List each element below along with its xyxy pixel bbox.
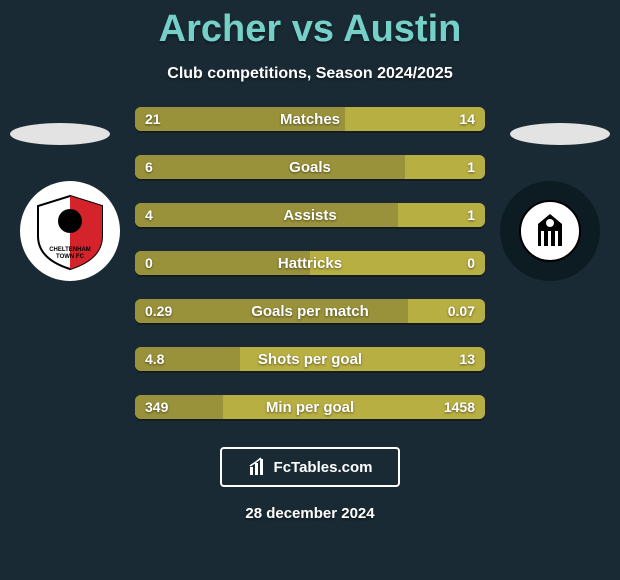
fctables-badge[interactable]: FcTables.com (220, 447, 400, 487)
right-player-silhouette (510, 123, 610, 145)
bar-row: 21 Matches 14 (135, 107, 485, 131)
bar-label: Shots per goal (258, 351, 362, 368)
bar-row: 349 Min per goal 1458 (135, 395, 485, 419)
bar-value-right: 1 (467, 207, 475, 223)
chart-area: CHELTENHAM TOWN FC 21Matches146Goals14As… (0, 107, 620, 419)
bar-row: 0 Hattricks 0 (135, 251, 485, 275)
bar-value-left: 0.29 (145, 303, 172, 319)
bar-label: Assists (283, 207, 336, 224)
bar-row: 6 Goals 1 (135, 155, 485, 179)
bar-value-right: 1 (467, 159, 475, 175)
right-team-badge (500, 181, 600, 281)
bar-value-left: 4.8 (145, 351, 164, 367)
svg-text:TOWN FC: TOWN FC (56, 254, 85, 260)
bar-fill-left (135, 155, 405, 179)
bar-label: Matches (280, 111, 340, 128)
comparison-bars: 21Matches146Goals14Assists10Hattricks00.… (135, 107, 485, 419)
left-team-badge: CHELTENHAM TOWN FC (20, 181, 120, 281)
bar-value-right: 0.07 (448, 303, 475, 319)
left-player-silhouette (10, 123, 110, 145)
bar-label: Min per goal (266, 399, 354, 416)
bar-value-right: 1458 (444, 399, 475, 415)
page-title: Archer vs Austin (0, 0, 620, 51)
bar-value-left: 4 (145, 207, 153, 223)
chart-icon (248, 457, 268, 477)
bar-row: 4.8 Shots per goal 13 (135, 347, 485, 371)
bar-value-right: 13 (459, 351, 475, 367)
bar-value-right: 14 (459, 111, 475, 127)
svg-text:CHELTENHAM: CHELTENHAM (49, 247, 91, 253)
subtitle: Club competitions, Season 2024/2025 (0, 65, 620, 83)
bar-value-left: 21 (145, 111, 161, 127)
bar-fill-left (135, 203, 398, 227)
bar-value-left: 349 (145, 399, 168, 415)
footer-label: FcTables.com (274, 459, 373, 476)
bar-value-left: 0 (145, 255, 153, 271)
bar-label: Goals (289, 159, 331, 176)
bar-row: 4 Assists 1 (135, 203, 485, 227)
bar-row: 0.29 Goals per match 0.07 (135, 299, 485, 323)
date-label: 28 december 2024 (0, 505, 620, 522)
bar-value-right: 0 (467, 255, 475, 271)
notts-county-badge-icon (510, 191, 590, 271)
cheltenham-badge-icon: CHELTENHAM TOWN FC (30, 191, 110, 271)
bar-value-left: 6 (145, 159, 153, 175)
bar-label: Hattricks (278, 255, 342, 272)
bar-label: Goals per match (251, 303, 369, 320)
